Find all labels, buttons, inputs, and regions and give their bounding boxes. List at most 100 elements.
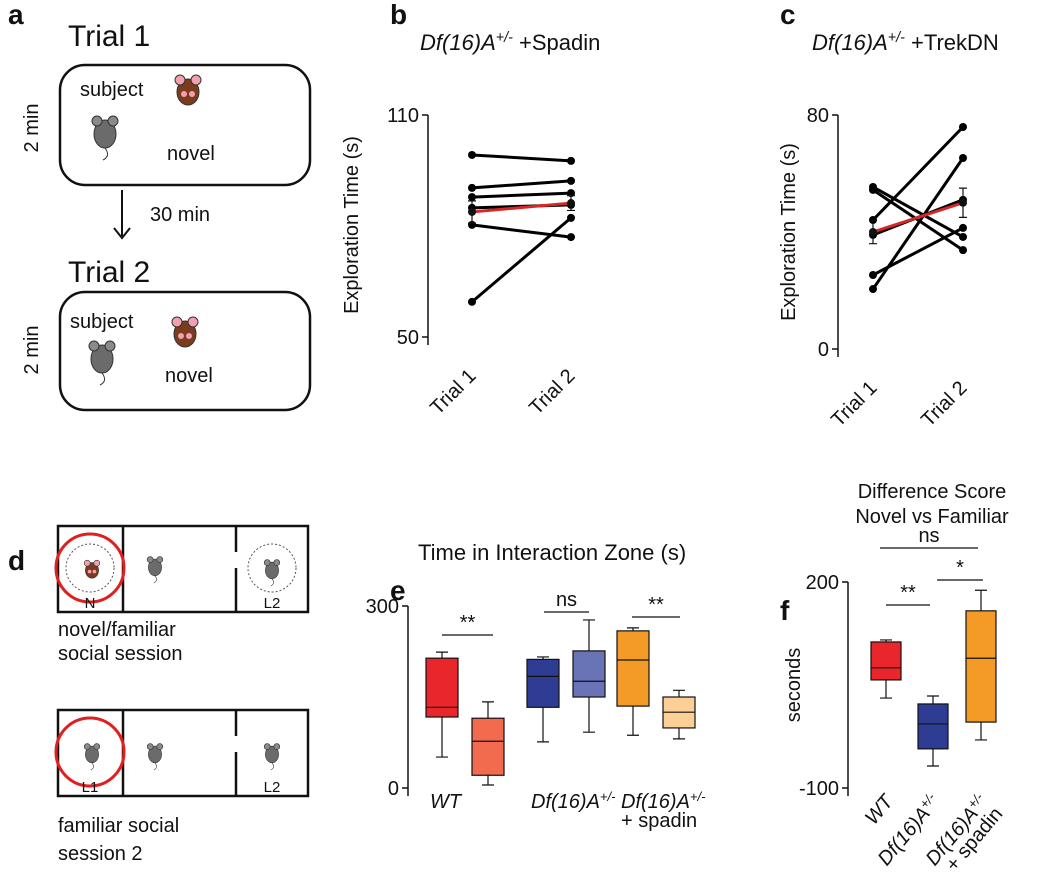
trial-title: Trial 2 xyxy=(68,256,150,289)
point xyxy=(959,246,967,255)
point xyxy=(959,122,967,131)
y-tick-label: 0 xyxy=(818,339,829,361)
zone-label: L2 xyxy=(264,779,281,796)
series-line xyxy=(871,125,965,222)
panel-label: d xyxy=(8,545,25,576)
point xyxy=(959,223,967,232)
y-tick-label: 300 xyxy=(366,596,399,618)
subject-label: subject xyxy=(70,311,134,333)
y-axis-label: Exploration Time (s) xyxy=(778,143,800,321)
chart-title: Time in Interaction Zone (s) xyxy=(418,540,686,565)
x-tick-label: Trial 1 xyxy=(426,365,480,419)
novel-mouse xyxy=(83,559,101,579)
point xyxy=(567,213,575,222)
zone-label: L2 xyxy=(264,595,281,612)
box xyxy=(870,641,902,681)
session-caption: familiar social xyxy=(58,815,179,837)
arena xyxy=(58,63,312,187)
series-line xyxy=(471,179,572,190)
series-line xyxy=(471,216,572,303)
label-part: WT xyxy=(430,791,463,813)
label-part: WT xyxy=(861,790,899,829)
zone xyxy=(65,543,115,593)
interval-label: 30 min xyxy=(150,204,210,226)
y-tick-label: 200 xyxy=(806,572,839,594)
x-tick-label: Trial 2 xyxy=(917,377,971,431)
box xyxy=(526,658,560,708)
significance-label: ** xyxy=(460,612,476,634)
duration-label: 2 min xyxy=(21,326,43,375)
series-line xyxy=(872,188,964,252)
series-line xyxy=(471,191,572,199)
subject-mouse xyxy=(88,340,116,386)
chart-title: Novel vs Familiar xyxy=(855,506,1009,528)
subject-label: subject xyxy=(80,79,144,101)
panel-label: c xyxy=(780,0,796,30)
panel-labels: a b c d e f xyxy=(8,0,796,626)
y-tick-label: 0 xyxy=(388,778,399,800)
interaction-zone xyxy=(54,532,126,604)
point xyxy=(869,182,877,191)
x-tick-label: Df(16)A+/- + spadin xyxy=(621,789,706,833)
significance-label: ns xyxy=(556,589,577,611)
y-axis-label: Exploration Time (s) xyxy=(341,136,363,314)
arena xyxy=(58,290,312,412)
label-part: Df(16)A xyxy=(621,791,690,813)
label-part: +TrekDN xyxy=(905,30,999,55)
novel-mouse xyxy=(171,316,199,348)
significance-label: ** xyxy=(648,594,664,616)
y-axis-label: seconds xyxy=(783,648,805,723)
series-line xyxy=(471,201,572,214)
point xyxy=(468,193,476,202)
series-line xyxy=(871,157,965,290)
significance-label: * xyxy=(956,557,964,579)
significance-label: ** xyxy=(900,582,916,604)
chart-title: Df(16)A+/- +Spadin xyxy=(420,30,600,55)
point xyxy=(959,232,967,241)
y-tick-label: -100 xyxy=(799,778,839,800)
significance-label: ns xyxy=(918,525,939,547)
trial-title: Trial 1 xyxy=(68,20,150,53)
label-part: Df(16)A xyxy=(812,30,888,55)
chart-title: Df(16)A+/- +TrekDN xyxy=(812,30,999,55)
mouse xyxy=(263,559,281,587)
point xyxy=(869,228,877,236)
novel-label: novel xyxy=(167,143,215,165)
point xyxy=(567,233,575,242)
zone xyxy=(247,543,297,593)
x-tick-label: Trial 2 xyxy=(525,365,579,419)
box xyxy=(471,717,505,776)
point xyxy=(468,150,476,159)
box xyxy=(425,657,459,718)
point xyxy=(468,207,476,216)
box xyxy=(917,703,949,750)
point xyxy=(468,297,476,306)
point xyxy=(567,199,575,208)
point xyxy=(959,153,967,162)
session-caption: session 2 xyxy=(58,843,143,865)
point xyxy=(567,176,575,185)
point xyxy=(959,198,967,207)
mouse xyxy=(146,556,164,584)
y-tick-label: 110 xyxy=(387,105,419,127)
novel-mouse xyxy=(174,74,202,106)
box xyxy=(616,630,650,707)
label-part: Df(16)A xyxy=(420,30,496,55)
box xyxy=(965,610,997,723)
label-part: +/- xyxy=(600,789,616,804)
mouse xyxy=(146,743,164,771)
mouse xyxy=(263,743,281,771)
diagrams: Trial 1 subject novel 2 min 30 min Trial… xyxy=(21,20,312,865)
panel-label: e xyxy=(390,575,406,606)
subject-mouse xyxy=(91,115,119,161)
label-part: +/- xyxy=(690,789,706,804)
point xyxy=(567,156,575,165)
panel-label: b xyxy=(390,0,407,30)
label-part: +/- xyxy=(888,30,905,46)
label-part: Df(16)A xyxy=(531,791,600,813)
chambers xyxy=(56,524,310,798)
label-part: +/- xyxy=(496,30,513,46)
session-caption: social session xyxy=(58,643,183,665)
panel-label: f xyxy=(780,595,790,626)
